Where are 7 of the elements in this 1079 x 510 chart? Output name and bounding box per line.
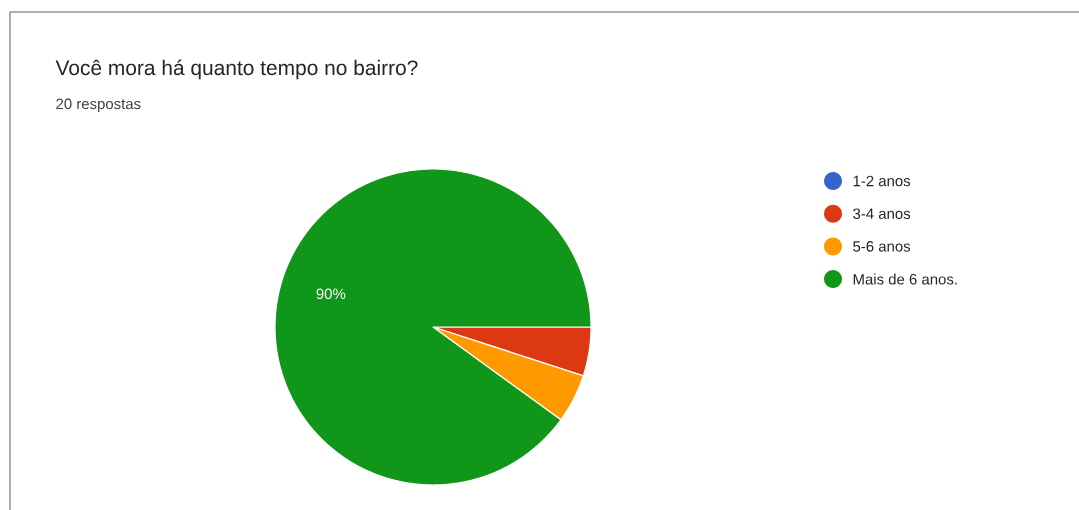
legend-label: 3-4 anos: [853, 208, 911, 219]
chart-title: Você mora há quanto tempo no bairro?: [55, 59, 418, 80]
data-label: 90%: [316, 288, 346, 300]
legend-label: 5-6 anos: [853, 241, 911, 252]
text: 20 respostas: [56, 98, 141, 113]
legend-label: Mais de 6 anos.: [853, 273, 957, 285]
legend-label: 1-2 anos: [853, 175, 911, 187]
